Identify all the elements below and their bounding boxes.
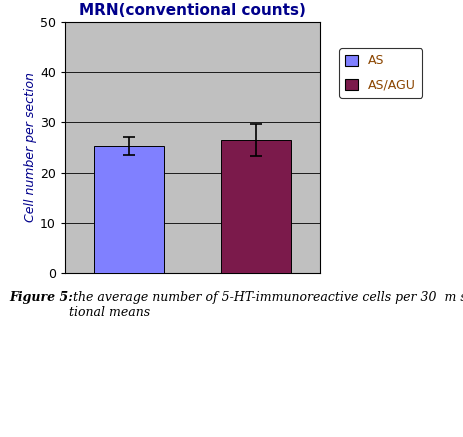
Y-axis label: Cell number per section: Cell number per section <box>24 73 37 222</box>
Legend: AS, AS/AGU: AS, AS/AGU <box>338 48 421 98</box>
Title: 5-HT-ir cell numbers in
MRN(conventional counts): 5-HT-ir cell numbers in MRN(conventional… <box>79 0 305 18</box>
Text: Figure 5:: Figure 5: <box>9 291 73 305</box>
Text: the average number of 5-HT-immunoreactive cells per 30  m section in the median : the average number of 5-HT-immunoreactiv… <box>69 291 463 319</box>
Bar <box>94 146 163 273</box>
Bar <box>221 140 291 273</box>
